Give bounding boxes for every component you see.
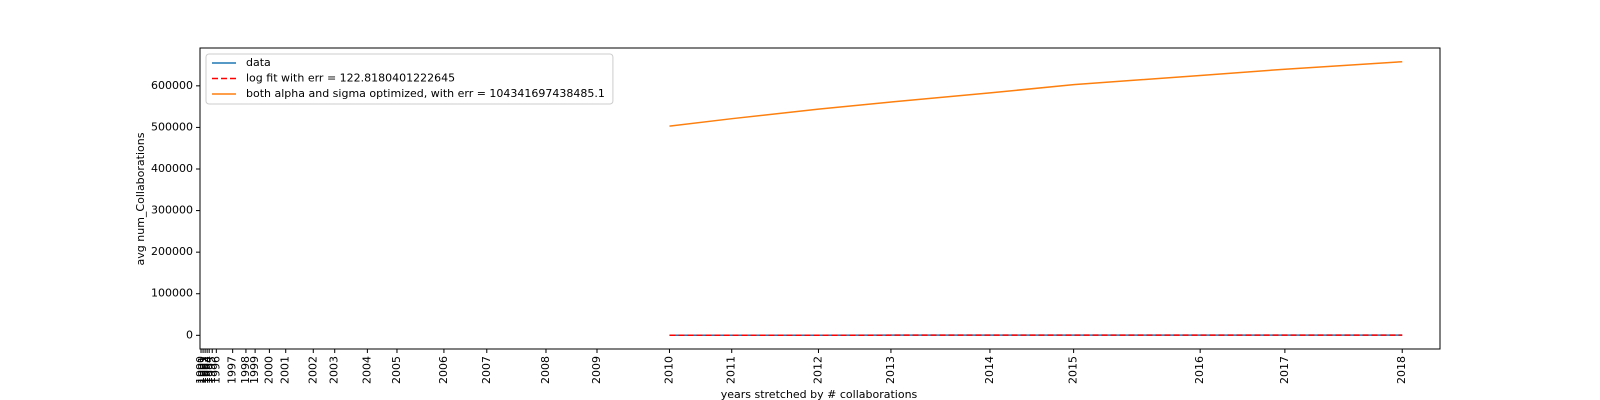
x-tick-label: 1991	[196, 356, 209, 384]
x-tick-label: 1994	[202, 356, 215, 384]
series-line	[669, 60, 1403, 127]
x-tick-label: 1998	[239, 356, 252, 384]
plot-frame	[199, 47, 1441, 350]
x-tick-label: 2009	[590, 356, 603, 384]
x-tick-label: 1995	[205, 356, 218, 384]
x-tick-label: 1997	[226, 356, 239, 384]
y-axis-label: avg num_Collaborations	[134, 132, 147, 265]
x-tick-label: 1993	[200, 356, 213, 384]
x-tick-label: 2002	[306, 356, 319, 384]
x-tick-label: 2016	[1193, 356, 1206, 384]
y-tick-label: 400000	[151, 162, 193, 175]
x-axis-label: years stretched by # collaborations	[721, 388, 918, 400]
x-tick-label: 2005	[390, 356, 403, 384]
x-tick-label: 2010	[662, 356, 675, 384]
x-tick-label: 2004	[360, 356, 373, 384]
y-tick-label: 200000	[151, 245, 193, 258]
x-tick-label: 2018	[1395, 356, 1408, 384]
x-tick-label: 2001	[279, 356, 292, 384]
x-tick-label: 2008	[539, 356, 552, 384]
x-tick-label: 2003	[328, 356, 341, 384]
x-tick-label: 2014	[983, 356, 996, 384]
y-tick-label: 600000	[151, 79, 193, 92]
x-tick-label: 2012	[811, 356, 824, 384]
legend-label: both alpha and sigma optimized, with err…	[246, 87, 605, 100]
legend: data log fit with err = 122.8180401222645…	[205, 53, 614, 105]
x-tick-label: 2017	[1278, 356, 1291, 384]
y-tick-label: 300000	[151, 204, 193, 217]
y-tick-label: 0	[186, 328, 193, 341]
legend-label: log fit with err = 122.8180401222645	[246, 72, 455, 85]
x-tick-label: 1992	[198, 356, 211, 384]
x-tick-label: 2007	[480, 356, 493, 384]
x-tick-label: 2015	[1067, 356, 1080, 384]
legend-box	[205, 53, 614, 105]
y-tick-label: 100000	[151, 287, 193, 300]
y-tick-label: 500000	[151, 120, 193, 133]
x-tick-label: 1999	[248, 356, 261, 384]
x-tick-label: 1996	[209, 356, 222, 384]
x-tick-label: 1990	[194, 356, 207, 384]
legend-label: data	[246, 56, 271, 69]
x-tick-label: 2006	[437, 356, 450, 384]
x-tick-label: 2013	[884, 356, 897, 384]
x-tick-label: 2000	[262, 356, 275, 384]
x-tick-label: 2011	[725, 356, 738, 384]
